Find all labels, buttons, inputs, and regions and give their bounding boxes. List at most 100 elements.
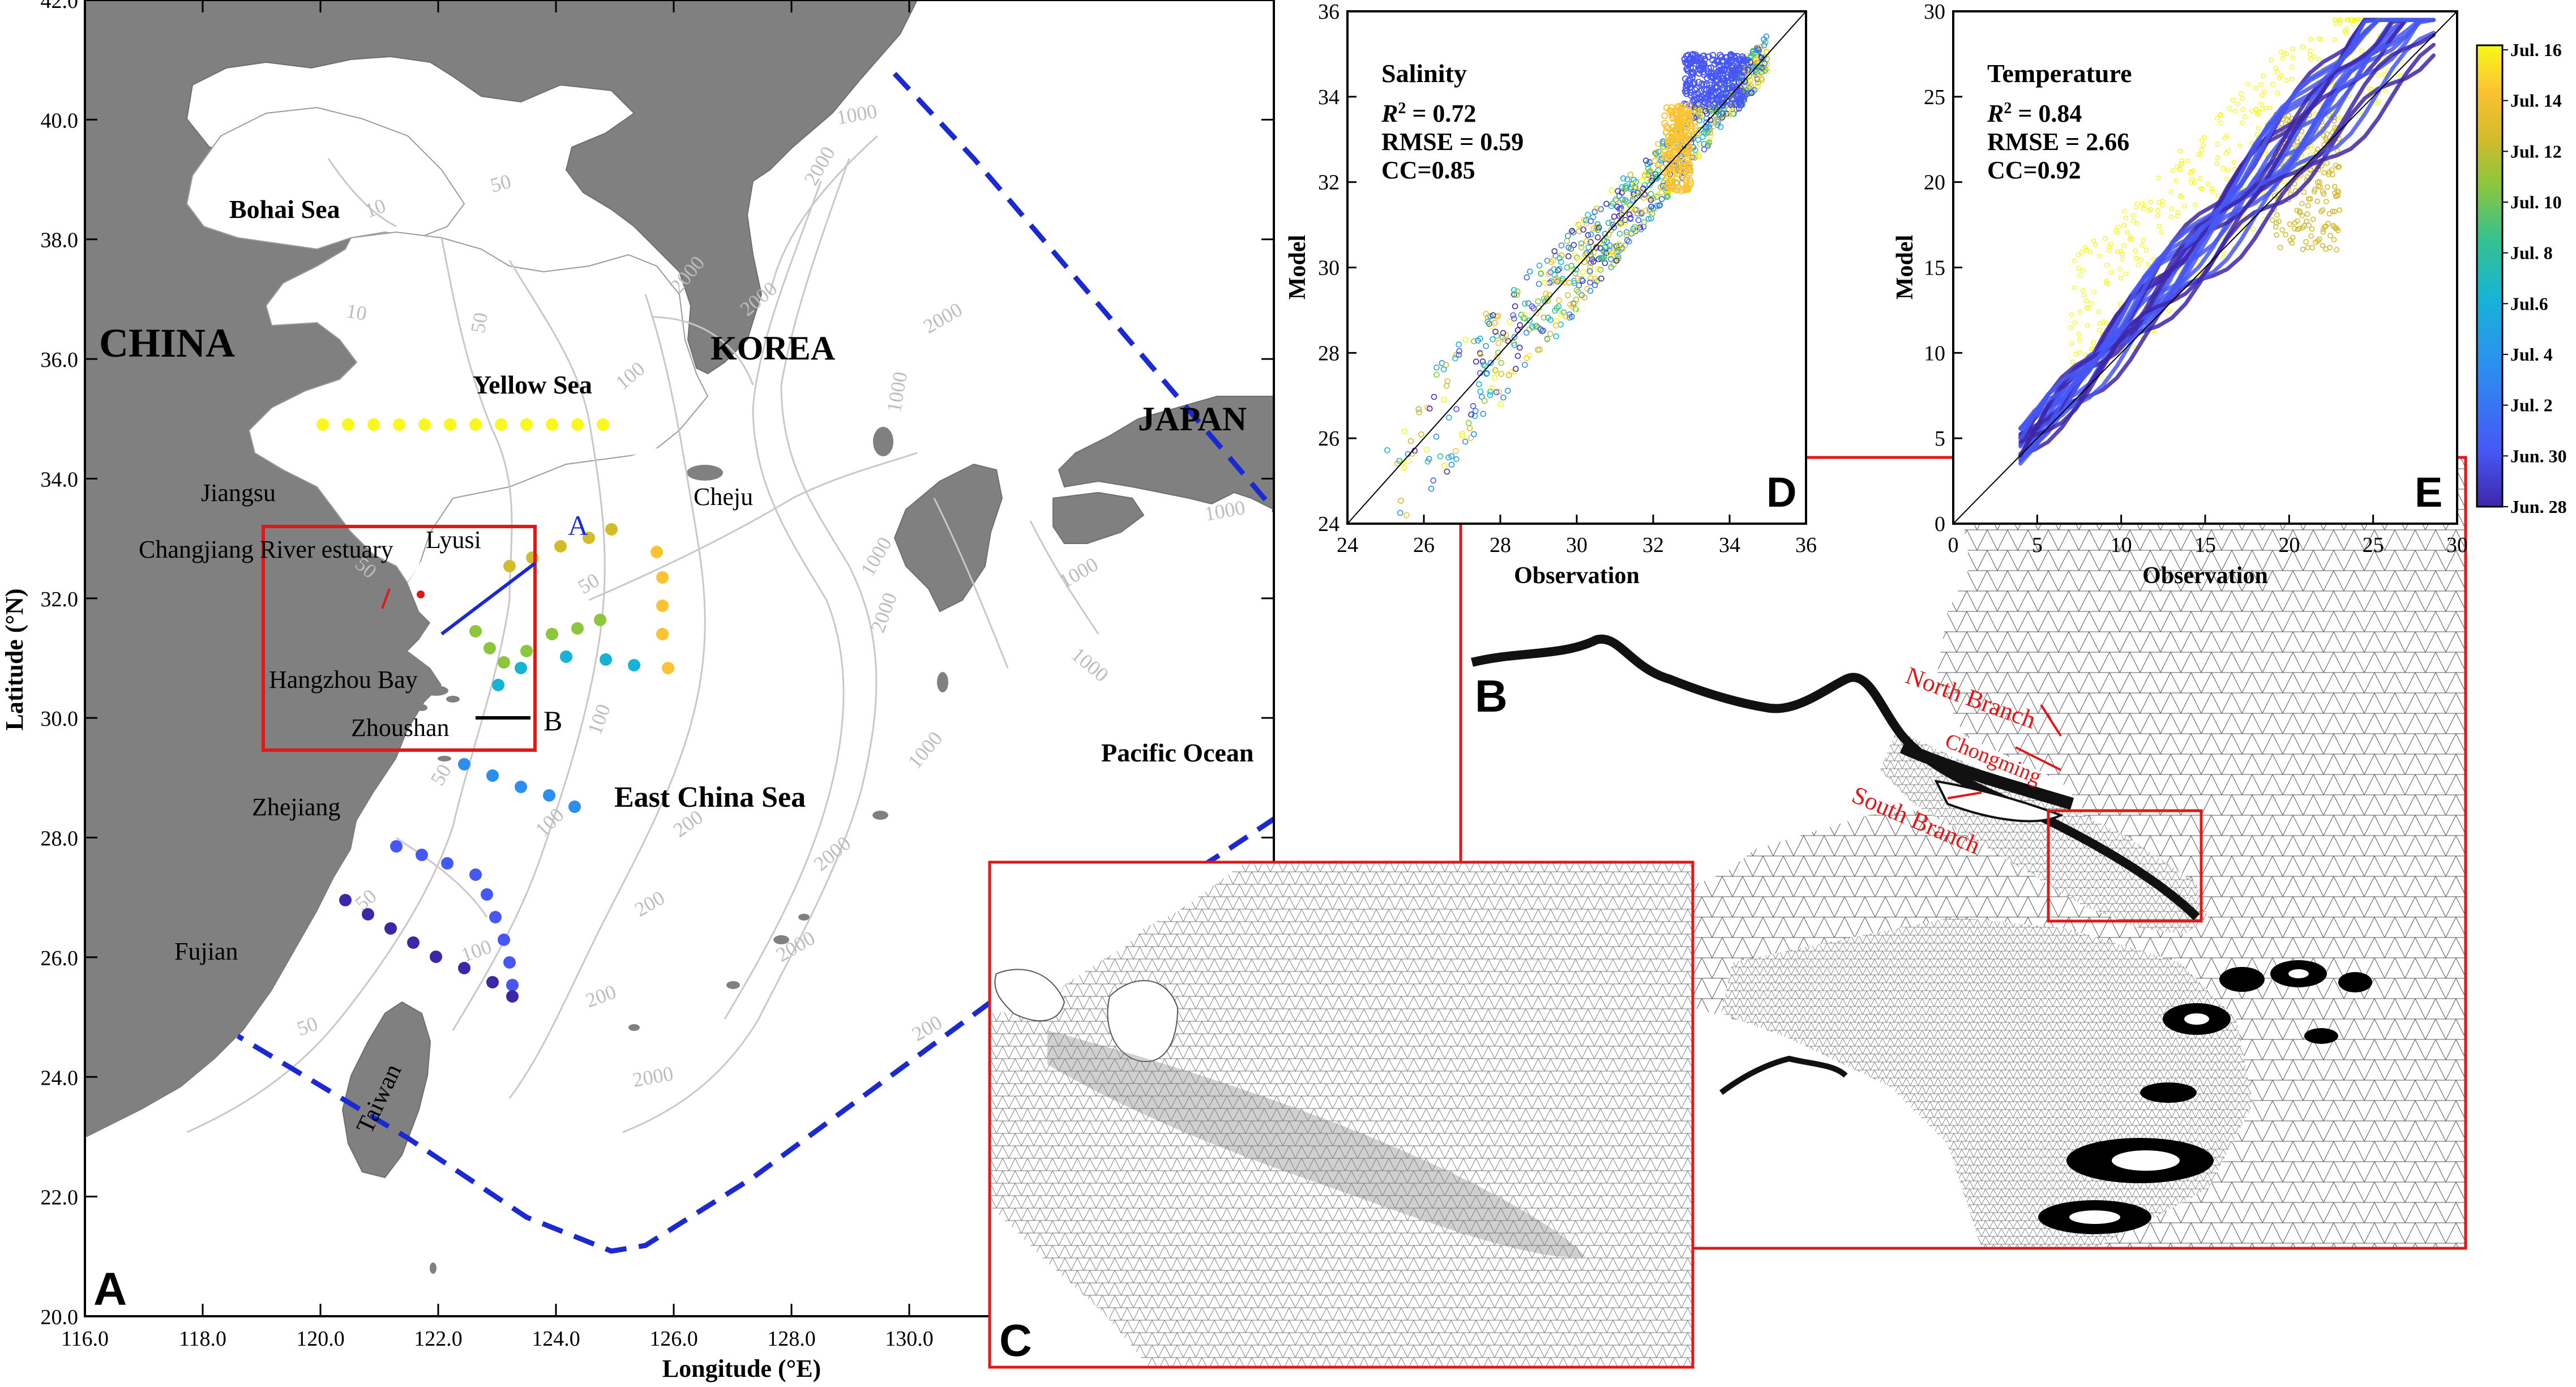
temperature-point <box>2338 17 2343 23</box>
salinity-point <box>1735 66 1743 73</box>
salinity-point <box>1630 189 1637 195</box>
salinity-point <box>1734 62 1741 70</box>
temperature-point <box>2123 215 2128 221</box>
salinity-point <box>1685 143 1693 150</box>
salinity-point <box>1598 275 1604 282</box>
salinity-point <box>1587 288 1594 294</box>
temperature-point <box>2287 221 2293 228</box>
panel-c-mesh-zoom: C <box>988 861 1694 1369</box>
salinity-point <box>1664 183 1672 191</box>
temperature-point <box>2253 85 2258 91</box>
salinity-point <box>1624 199 1631 205</box>
station-dot <box>316 418 329 431</box>
temperature-point <box>2168 189 2173 195</box>
temperature-y-tick-label: 30 <box>1924 0 1945 24</box>
temperature-point <box>2117 267 2123 272</box>
salinity-point <box>1622 219 1629 226</box>
temperature-point <box>2304 218 2309 224</box>
temperature-point <box>2083 245 2088 250</box>
salinity-point <box>1703 87 1710 94</box>
salinity-point <box>1675 102 1683 110</box>
temperature-r2-sup: 2 <box>2004 100 2012 117</box>
salinity-point <box>1610 250 1616 257</box>
salinity-point <box>1704 93 1711 101</box>
salinity-point <box>1529 323 1535 330</box>
salinity-point <box>1646 206 1653 213</box>
salinity-point <box>1595 277 1601 283</box>
salinity-point <box>1700 69 1707 75</box>
station-dot <box>390 840 403 853</box>
station-dot <box>554 540 567 553</box>
salinity-point <box>1676 164 1683 171</box>
temperature-point <box>2139 243 2145 248</box>
salinity-point <box>1530 305 1537 311</box>
salinity-point <box>1623 185 1630 191</box>
panel-a-y-tick-label: 28.0 <box>41 827 79 851</box>
label-china: CHINA <box>99 320 235 366</box>
salinity-point <box>1747 59 1753 66</box>
station-dot <box>492 679 504 691</box>
salinity-point <box>1511 315 1517 322</box>
salinity-point <box>1629 203 1636 209</box>
temperature-point <box>2274 232 2279 238</box>
temperature-point <box>2321 132 2326 138</box>
salinity-point <box>1500 329 1507 336</box>
salinity-point <box>1623 232 1630 238</box>
salinity-point <box>1642 207 1649 214</box>
temperature-point <box>2240 120 2245 126</box>
bohai-sea-water <box>186 106 465 250</box>
temperature-point <box>2310 216 2316 222</box>
salinity-point <box>1511 334 1518 340</box>
temperature-point <box>2398 73 2403 79</box>
temperature-point <box>2300 246 2306 252</box>
temperature-point <box>2215 115 2220 121</box>
station-dot <box>444 418 456 431</box>
salinity-point <box>1433 433 1440 440</box>
salinity-point <box>1709 52 1717 59</box>
station-dot <box>469 625 482 637</box>
temperature-point <box>2174 164 2180 169</box>
temperature-point <box>2316 57 2321 62</box>
salinity-point <box>1570 229 1577 236</box>
station-dot <box>600 653 612 666</box>
salinity-point <box>1456 352 1462 358</box>
salinity-point <box>1504 387 1511 394</box>
salinity-point <box>1684 52 1692 59</box>
salinity-point <box>1398 498 1404 504</box>
zoom-land-north <box>990 862 1246 1013</box>
salinity-point <box>1761 36 1767 42</box>
temperature-point <box>2188 170 2193 175</box>
salinity-point <box>1535 281 1542 287</box>
salinity-point <box>1511 291 1517 298</box>
salinity-point <box>1631 182 1637 188</box>
station-dot <box>441 857 453 870</box>
salinity-point <box>1714 76 1721 83</box>
temperature-point <box>2215 193 2220 198</box>
temperature-profile-trace <box>2018 18 2436 458</box>
salinity-point <box>1608 219 1615 225</box>
temperature-point <box>2231 160 2236 165</box>
panel-a-y-tick-label: 22.0 <box>41 1186 79 1210</box>
salinity-point <box>1510 312 1516 319</box>
salinity-point <box>1693 85 1700 92</box>
panel-a-y-tick-label: 20.0 <box>41 1305 79 1329</box>
salinity-point <box>1587 259 1594 266</box>
temperature-point <box>2306 196 2312 202</box>
station-dot <box>546 418 558 431</box>
temperature-point <box>2309 226 2315 232</box>
salinity-point <box>1740 57 1747 64</box>
salinity-point <box>1600 256 1607 263</box>
salinity-point <box>1740 76 1747 83</box>
salinity-point <box>1644 175 1650 182</box>
temperature-point <box>2118 249 2124 254</box>
temperature-point <box>2314 198 2320 204</box>
salinity-point <box>1495 340 1502 346</box>
salinity-point <box>1717 66 1725 74</box>
salinity-point <box>1701 146 1708 153</box>
temperature-point <box>2081 293 2087 298</box>
salinity-point <box>1550 257 1556 264</box>
panel-a-letter: A <box>93 1264 127 1315</box>
salinity-x-tick-label: 36 <box>1795 533 1817 557</box>
salinity-point <box>1564 238 1571 245</box>
salinity-point <box>1597 267 1604 273</box>
